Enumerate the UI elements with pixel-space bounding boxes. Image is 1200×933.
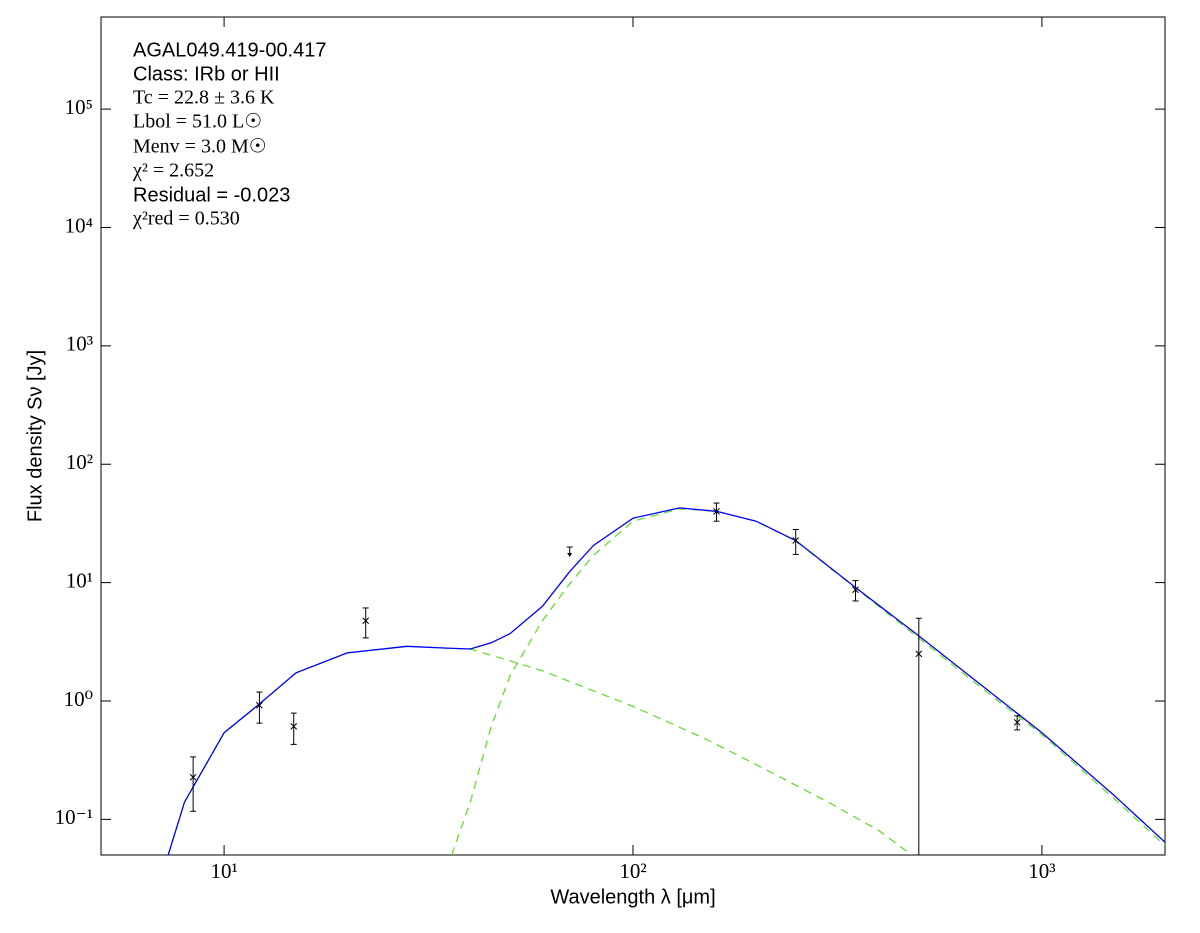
y-tick-label: 10¹ [66,568,93,592]
y-tick-label: 10³ [66,332,93,356]
annotation: Tc = 22.8 ± 3.6 K [133,87,275,109]
annotation: Lbol = 51.0 L☉ [133,111,262,133]
data-point [915,650,923,658]
upper-limit-head [567,552,573,557]
x-tick-label: 10¹ [210,859,237,883]
y-tick-label: 10⁵ [65,95,93,119]
x-tick-label: 10² [619,859,646,883]
data-point [1013,718,1021,726]
annotation: Residual = -0.023 [133,184,290,206]
y-tick-label: 10⁰ [64,687,93,711]
data-point [852,586,859,594]
y-tick-label: 10² [66,450,93,474]
x-tick-label: 10³ [1028,859,1055,883]
annotation: χ²red = 0.530 [132,208,240,230]
y-tick-label: 10⁴ [65,213,93,237]
annotation: Menv = 3.0 M☉ [133,136,267,158]
annotation: χ² = 2.652 [132,160,214,182]
data-point [792,537,800,544]
annotation: AGAL049.419-00.417 [133,39,327,61]
data-point [189,773,197,781]
data-point [290,723,298,730]
plot-frame [100,16,1166,856]
y-tick-label: 10⁻¹ [55,805,93,829]
x-axis-label: Wavelength λ [μm] [550,886,715,908]
data-point [256,701,263,709]
y-axis-label: Flux density Sν [Jy] [24,350,46,522]
annotation: Class: IRb or HII [133,63,280,85]
data-point [362,617,370,625]
data-point [713,507,720,515]
curves [167,502,1165,855]
